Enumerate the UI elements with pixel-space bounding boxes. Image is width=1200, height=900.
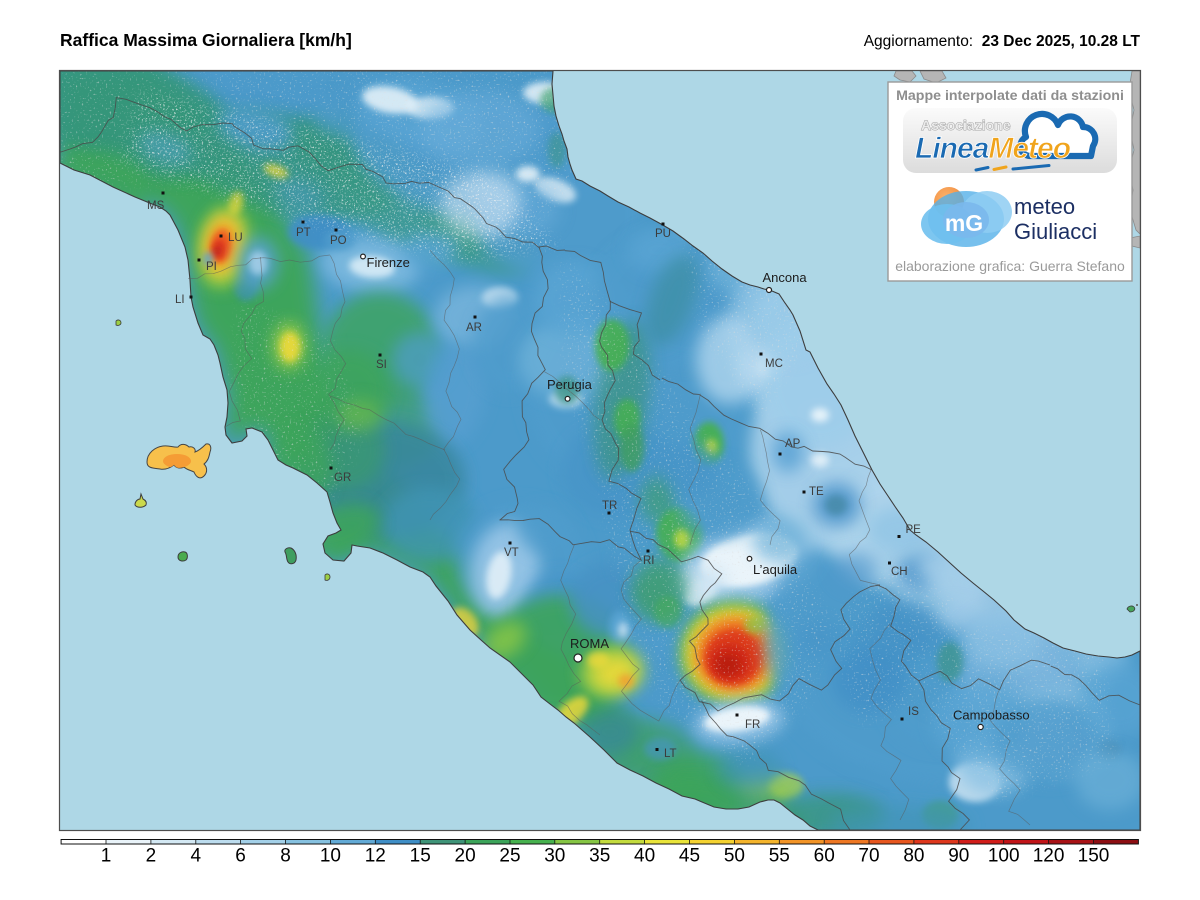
svg-text:L’aquila: L’aquila: [753, 562, 798, 577]
svg-text:35: 35: [589, 846, 610, 867]
svg-text:LI: LI: [175, 294, 185, 306]
svg-text:20: 20: [455, 846, 476, 867]
svg-text:FR: FR: [745, 719, 760, 731]
svg-text:RI: RI: [643, 555, 655, 567]
svg-text:meteo: meteo: [1014, 194, 1075, 219]
svg-text:Raffica Massima Giornaliera [k: Raffica Massima Giornaliera [km/h]: [60, 30, 352, 50]
svg-text:4: 4: [191, 846, 202, 867]
svg-text:100: 100: [988, 846, 1020, 867]
svg-text:TE: TE: [809, 486, 824, 498]
svg-text:PU: PU: [655, 228, 671, 240]
svg-text:12: 12: [365, 846, 386, 867]
svg-text:VT: VT: [504, 547, 519, 559]
svg-text:Ancona: Ancona: [763, 270, 808, 285]
svg-text:50: 50: [724, 846, 745, 867]
svg-text:AP: AP: [785, 438, 801, 450]
svg-text:15: 15: [410, 846, 431, 867]
svg-text:80: 80: [903, 846, 924, 867]
svg-text:PI: PI: [206, 261, 217, 273]
svg-text:SI: SI: [376, 359, 387, 371]
svg-text:MS: MS: [147, 200, 165, 212]
svg-text:6: 6: [235, 846, 246, 867]
svg-text:Aggiornamento: 23 Dec 2025, 1: Aggiornamento: 23 Dec 2025, 10.28 LT: [864, 33, 1141, 50]
svg-text:120: 120: [1033, 846, 1065, 867]
svg-text:LT: LT: [664, 748, 677, 760]
svg-text:Associazione: Associazione: [921, 117, 1011, 133]
svg-text:8: 8: [280, 846, 291, 867]
svg-text:Firenze: Firenze: [367, 255, 410, 270]
svg-text:25: 25: [499, 846, 520, 867]
svg-text:LU: LU: [228, 232, 243, 244]
svg-text:GR: GR: [334, 472, 351, 484]
svg-text:45: 45: [679, 846, 700, 867]
svg-text:2: 2: [146, 846, 157, 867]
svg-text:PT: PT: [296, 227, 311, 239]
svg-text:1: 1: [101, 846, 112, 867]
svg-text:Giuliacci: Giuliacci: [1014, 219, 1097, 244]
svg-text:Campobasso: Campobasso: [953, 708, 1030, 723]
svg-text:55: 55: [769, 846, 790, 867]
svg-text:150: 150: [1078, 846, 1110, 867]
svg-text:LineaMeteo: LineaMeteo: [915, 132, 1071, 165]
svg-text:PE: PE: [906, 524, 922, 536]
svg-text:60: 60: [814, 846, 835, 867]
svg-text:AR: AR: [466, 322, 482, 334]
svg-text:30: 30: [544, 846, 565, 867]
svg-text:70: 70: [858, 846, 879, 867]
svg-text:Mappe interpolate dati da staz: Mappe interpolate dati da stazioni: [896, 88, 1124, 104]
svg-text:PO: PO: [330, 235, 347, 247]
svg-text:mG: mG: [945, 210, 983, 236]
svg-text:10: 10: [320, 846, 341, 867]
svg-text:90: 90: [948, 846, 969, 867]
svg-text:CH: CH: [891, 566, 908, 578]
svg-text:TR: TR: [602, 500, 617, 512]
svg-text:MC: MC: [765, 358, 783, 370]
svg-text:ROMA: ROMA: [570, 636, 609, 651]
svg-text:Perugia: Perugia: [547, 377, 593, 392]
svg-text:IS: IS: [908, 706, 919, 718]
svg-text:40: 40: [634, 846, 655, 867]
svg-text:elaborazione grafica: Guerra S: elaborazione grafica: Guerra Stefano: [895, 258, 1125, 274]
